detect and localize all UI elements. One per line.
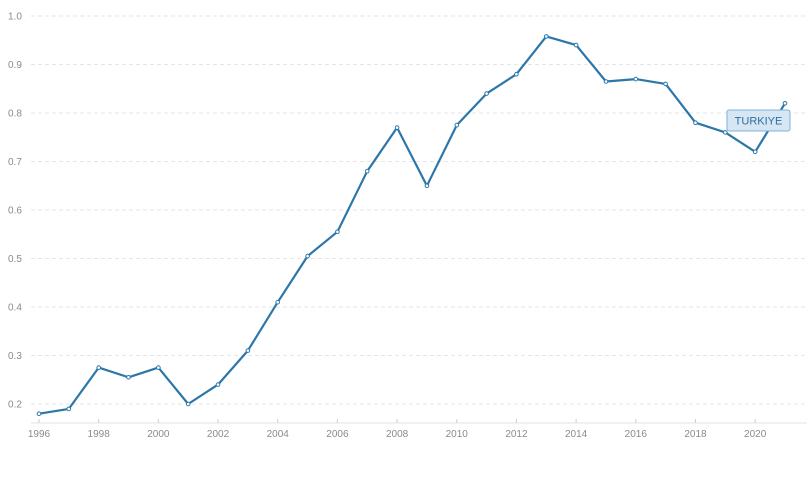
y-tick-label: 0.2 <box>8 400 22 411</box>
series-line <box>37 35 787 415</box>
data-point[interactable] <box>752 149 758 155</box>
y-axis: 0.2 0.3 0.4 0.5 0.6 0.7 0.8 0.9 1.0 <box>8 12 22 411</box>
y-tick-label: 0.6 <box>8 206 22 217</box>
x-axis: 1996 1998 2000 2002 2004 2006 2008 2010 2012 2014… <box>28 419 807 440</box>
data-point[interactable] <box>454 122 460 128</box>
x-tick-label: 2018 <box>684 429 707 440</box>
y-tick-label: 0.3 <box>8 351 22 362</box>
x-tick-label: 1998 <box>88 429 111 440</box>
data-point[interactable] <box>245 348 251 353</box>
x-tick-label: 2010 <box>446 429 469 440</box>
data-point[interactable] <box>663 81 668 87</box>
data-point[interactable] <box>544 34 549 39</box>
series-layer <box>36 34 788 417</box>
x-tick-label: 2004 <box>267 429 290 440</box>
data-point[interactable] <box>305 253 310 259</box>
data-point[interactable] <box>633 76 639 82</box>
data-point[interactable] <box>484 91 489 96</box>
x-tick-label: 2006 <box>326 429 349 440</box>
data-point[interactable] <box>126 375 131 380</box>
y-tick-label: 0.4 <box>8 303 22 314</box>
x-tick-label: 2012 <box>505 429 528 440</box>
x-tick-label: 2014 <box>565 429 588 440</box>
x-tick-label: 2016 <box>625 429 648 440</box>
series-tag[interactable]: TURKIYE <box>726 109 791 132</box>
gridlines <box>31 15 807 405</box>
data-point[interactable] <box>603 79 609 84</box>
data-point[interactable] <box>335 229 340 235</box>
series-tag-box[interactable] <box>726 109 791 132</box>
data-point[interactable] <box>364 168 370 174</box>
y-tick-label: 0.5 <box>8 254 22 265</box>
x-tick-label: 2008 <box>386 429 409 440</box>
data-point[interactable] <box>215 382 221 387</box>
data-point[interactable] <box>782 101 788 106</box>
x-tick-label: 2002 <box>207 429 230 440</box>
data-point[interactable] <box>66 406 72 412</box>
data-point[interactable] <box>275 299 281 305</box>
y-tick-label: 1.0 <box>8 12 22 23</box>
data-point[interactable] <box>96 365 101 370</box>
data-point[interactable] <box>514 71 519 77</box>
x-tick-label: 2020 <box>744 429 767 440</box>
data-point[interactable] <box>394 125 400 130</box>
data-point[interactable] <box>723 130 728 135</box>
x-tick-label: 2000 <box>147 429 170 440</box>
data-point[interactable] <box>185 401 191 407</box>
x-tick-label: 1996 <box>28 429 51 440</box>
y-tick-label: 0.8 <box>8 109 22 120</box>
series-tag-label: TURKIYE <box>735 116 783 128</box>
data-point[interactable] <box>36 411 42 417</box>
data-point[interactable] <box>573 42 579 48</box>
data-point[interactable] <box>693 120 698 125</box>
y-tick-label: 0.9 <box>8 60 22 71</box>
data-point[interactable] <box>424 183 430 189</box>
data-point[interactable] <box>156 365 161 370</box>
y-tick-label: 0.7 <box>8 157 22 168</box>
